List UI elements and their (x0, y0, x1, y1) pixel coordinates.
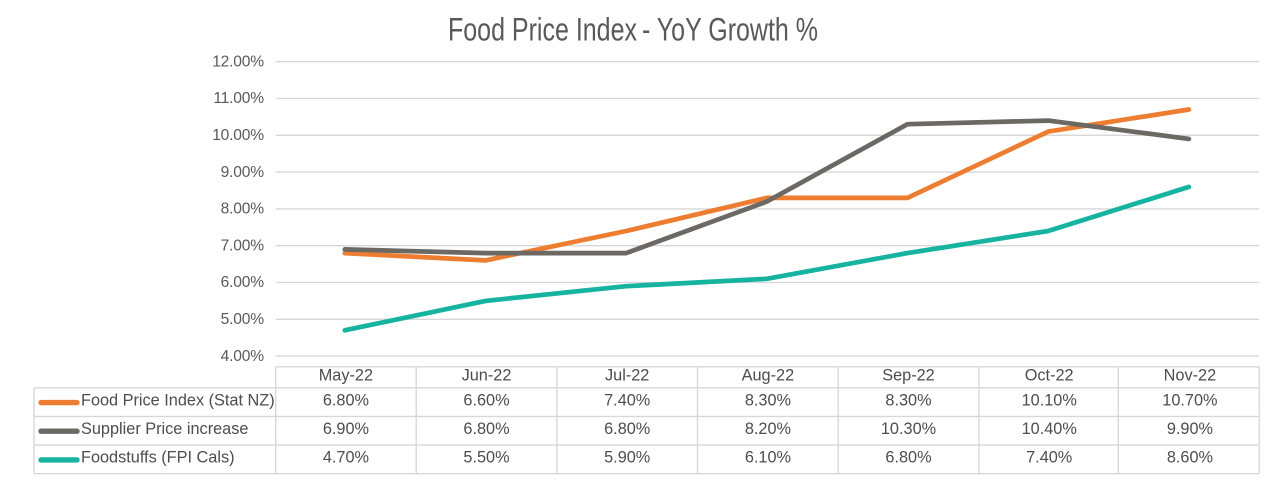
svg-text:5.90%: 5.90% (604, 449, 650, 467)
svg-text:Food Price Index (Stat NZ): Food Price Index (Stat NZ) (81, 391, 275, 409)
svg-text:7.00%: 7.00% (221, 237, 265, 254)
svg-text:8.60%: 8.60% (1167, 449, 1213, 467)
svg-text:9.00%: 9.00% (221, 164, 265, 181)
svg-text:Aug-22: Aug-22 (742, 367, 795, 385)
svg-text:5.50%: 5.50% (463, 449, 509, 467)
svg-text:10.00%: 10.00% (212, 127, 264, 144)
svg-text:5.00%: 5.00% (221, 311, 265, 328)
svg-text:8.30%: 8.30% (885, 391, 931, 409)
svg-text:12.00%: 12.00% (212, 53, 264, 70)
svg-text:6.00%: 6.00% (221, 274, 265, 291)
svg-text:Nov-22: Nov-22 (1164, 367, 1217, 385)
svg-text:11.00%: 11.00% (213, 90, 264, 107)
svg-text:7.40%: 7.40% (604, 391, 650, 409)
svg-text:8.30%: 8.30% (745, 391, 791, 409)
svg-text:Food Price Index - YoY Growth: Food Price Index - YoY Growth % (448, 11, 818, 47)
svg-text:Sep-22: Sep-22 (882, 367, 935, 385)
svg-text:7.40%: 7.40% (1026, 449, 1072, 467)
svg-text:Oct-22: Oct-22 (1025, 367, 1074, 385)
svg-text:6.80%: 6.80% (885, 449, 931, 467)
svg-text:Jul-22: Jul-22 (605, 367, 649, 385)
svg-text:10.30%: 10.30% (881, 420, 936, 438)
svg-text:8.20%: 8.20% (745, 420, 791, 438)
svg-text:6.60%: 6.60% (463, 391, 509, 409)
svg-text:6.90%: 6.90% (323, 420, 369, 438)
svg-text:6.80%: 6.80% (323, 391, 369, 409)
svg-text:Foodstuffs (FPI Cals): Foodstuffs (FPI Cals) (81, 449, 235, 467)
svg-text:4.00%: 4.00% (221, 348, 265, 365)
svg-text:9.90%: 9.90% (1167, 420, 1213, 438)
svg-text:6.80%: 6.80% (463, 420, 509, 438)
svg-text:10.40%: 10.40% (1022, 420, 1077, 438)
svg-text:Jun-22: Jun-22 (462, 367, 512, 385)
svg-text:8.00%: 8.00% (221, 201, 265, 218)
svg-text:6.10%: 6.10% (745, 449, 791, 467)
svg-text:4.70%: 4.70% (323, 449, 369, 467)
svg-text:May-22: May-22 (319, 367, 373, 385)
svg-text:Supplier Price increase: Supplier Price increase (81, 420, 248, 438)
svg-text:10.10%: 10.10% (1022, 391, 1077, 409)
svg-text:10.70%: 10.70% (1162, 391, 1217, 409)
svg-text:6.80%: 6.80% (604, 420, 650, 438)
